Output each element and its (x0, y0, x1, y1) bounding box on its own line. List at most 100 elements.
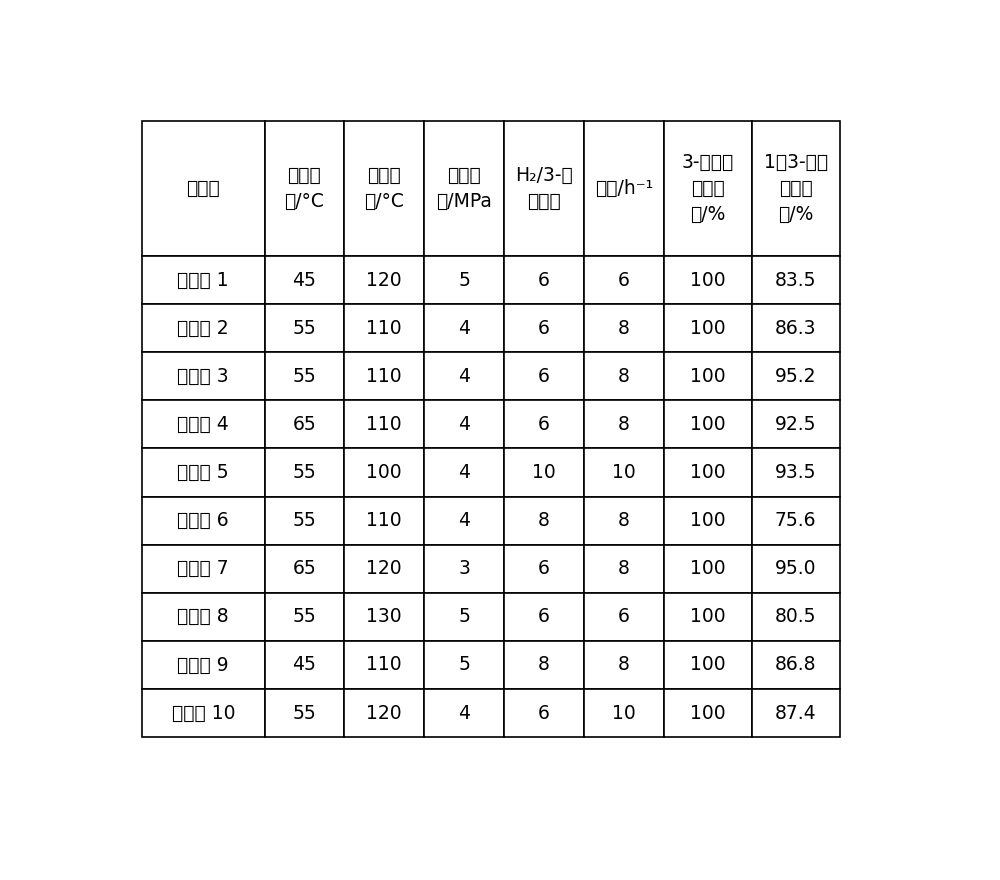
Text: 实施例 4: 实施例 4 (177, 414, 229, 434)
Text: 8: 8 (618, 367, 630, 385)
Bar (752, 352, 840, 400)
Text: 110: 110 (366, 367, 402, 385)
Bar (584, 545, 664, 593)
Bar (264, 496, 344, 545)
Bar (264, 256, 344, 304)
Text: 4: 4 (458, 704, 470, 722)
Bar (504, 449, 584, 496)
Text: 55: 55 (293, 367, 316, 385)
Text: 45: 45 (292, 270, 316, 290)
Bar (752, 304, 840, 352)
Bar (504, 593, 584, 641)
Text: 110: 110 (366, 319, 402, 338)
Text: 3: 3 (458, 559, 470, 578)
Text: 6: 6 (538, 704, 550, 722)
Bar (504, 400, 584, 449)
Bar (584, 256, 664, 304)
Text: 120: 120 (366, 704, 402, 722)
Text: 8: 8 (618, 511, 630, 530)
Text: 93.5: 93.5 (775, 463, 816, 482)
Bar (264, 304, 344, 352)
Bar (344, 545, 424, 593)
Bar (142, 304, 264, 352)
Bar (504, 641, 584, 689)
Text: 55: 55 (293, 463, 316, 482)
Bar (664, 641, 752, 689)
Text: 实施例 9: 实施例 9 (177, 656, 229, 674)
Text: H₂/3-羟
基丙醉: H₂/3-羟 基丙醉 (515, 166, 573, 210)
Text: 100: 100 (690, 704, 725, 722)
Bar (264, 641, 344, 689)
Text: 10: 10 (612, 463, 636, 482)
Text: 实施例 3: 实施例 3 (177, 367, 229, 385)
Text: 5: 5 (458, 607, 470, 627)
Bar (504, 545, 584, 593)
Bar (142, 352, 264, 400)
Text: 55: 55 (293, 511, 316, 530)
Bar (584, 352, 664, 400)
Bar (584, 641, 664, 689)
Bar (664, 400, 752, 449)
Bar (142, 689, 264, 737)
Bar (584, 304, 664, 352)
Bar (664, 593, 752, 641)
Text: 100: 100 (690, 463, 725, 482)
Text: 100: 100 (690, 270, 725, 290)
Text: 100: 100 (690, 414, 725, 434)
Text: 95.2: 95.2 (775, 367, 816, 385)
Text: 55: 55 (293, 319, 316, 338)
Text: 6: 6 (538, 319, 550, 338)
Bar (264, 545, 344, 593)
Text: 130: 130 (366, 607, 402, 627)
Text: 100: 100 (690, 607, 725, 627)
Text: 4: 4 (458, 367, 470, 385)
Bar (424, 689, 504, 737)
Text: 1，3-丙二
醇选择
性/%: 1，3-丙二 醇选择 性/% (764, 153, 828, 224)
Bar (424, 449, 504, 496)
Bar (504, 689, 584, 737)
Bar (264, 400, 344, 449)
Text: 4: 4 (458, 414, 470, 434)
Text: 4: 4 (458, 319, 470, 338)
Text: 实施例 2: 实施例 2 (177, 319, 229, 338)
Bar (424, 545, 504, 593)
Bar (424, 641, 504, 689)
Text: 110: 110 (366, 511, 402, 530)
Bar (664, 449, 752, 496)
Bar (752, 641, 840, 689)
Bar (752, 400, 840, 449)
Text: 8: 8 (618, 319, 630, 338)
Text: 6: 6 (538, 559, 550, 578)
Text: 一段温
度/°C: 一段温 度/°C (284, 166, 324, 210)
Text: 实施例 8: 实施例 8 (177, 607, 229, 627)
Bar (584, 449, 664, 496)
Text: 80.5: 80.5 (775, 607, 816, 627)
Bar (142, 593, 264, 641)
Bar (142, 121, 264, 256)
Text: 6: 6 (538, 607, 550, 627)
Bar (584, 400, 664, 449)
Text: 实施例 6: 实施例 6 (177, 511, 229, 530)
Bar (664, 304, 752, 352)
Text: 55: 55 (293, 704, 316, 722)
Text: 实施例 5: 实施例 5 (177, 463, 229, 482)
Text: 100: 100 (366, 463, 402, 482)
Text: 100: 100 (690, 319, 725, 338)
Bar (264, 689, 344, 737)
Text: 8: 8 (538, 656, 550, 674)
Bar (344, 352, 424, 400)
Bar (142, 449, 264, 496)
Text: 87.4: 87.4 (775, 704, 816, 722)
Bar (344, 256, 424, 304)
Bar (424, 593, 504, 641)
Bar (752, 449, 840, 496)
Bar (344, 121, 424, 256)
Bar (264, 352, 344, 400)
Bar (584, 593, 664, 641)
Bar (752, 689, 840, 737)
Bar (752, 496, 840, 545)
Bar (424, 352, 504, 400)
Bar (504, 352, 584, 400)
Bar (752, 121, 840, 256)
Bar (142, 496, 264, 545)
